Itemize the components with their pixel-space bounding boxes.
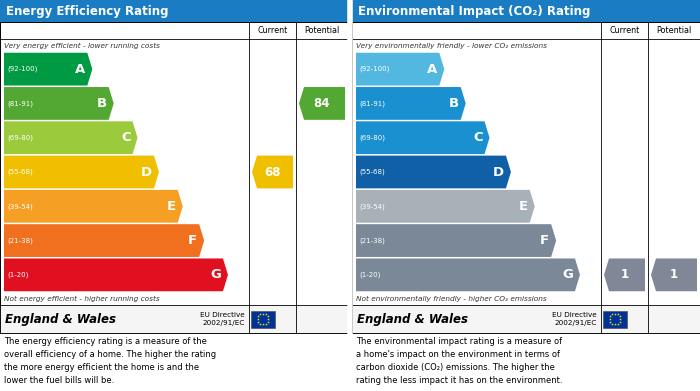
Text: Potential: Potential xyxy=(657,26,692,35)
Text: (69-80): (69-80) xyxy=(7,135,33,141)
Text: (92-100): (92-100) xyxy=(7,66,37,72)
Bar xyxy=(603,310,627,328)
Text: rating the less impact it has on the environment.: rating the less impact it has on the env… xyxy=(356,376,563,385)
Text: lower the fuel bills will be.: lower the fuel bills will be. xyxy=(4,376,114,385)
Text: (39-54): (39-54) xyxy=(359,203,385,210)
Bar xyxy=(0,22,348,333)
Text: E: E xyxy=(167,200,176,213)
Text: EU Directive
2002/91/EC: EU Directive 2002/91/EC xyxy=(200,312,245,326)
Text: Very energy efficient - lower running costs: Very energy efficient - lower running co… xyxy=(4,43,160,48)
Text: Energy Efficiency Rating: Energy Efficiency Rating xyxy=(6,5,169,18)
Text: EU Directive
2002/91/EC: EU Directive 2002/91/EC xyxy=(552,312,597,326)
Bar xyxy=(352,22,700,333)
Text: overall efficiency of a home. The higher the rating: overall efficiency of a home. The higher… xyxy=(4,350,216,359)
Text: carbon dioxide (CO₂) emissions. The higher the: carbon dioxide (CO₂) emissions. The high… xyxy=(356,363,555,372)
Text: Current: Current xyxy=(610,26,640,35)
Polygon shape xyxy=(4,53,92,86)
Text: (1-20): (1-20) xyxy=(359,272,380,278)
Polygon shape xyxy=(651,258,697,291)
Text: F: F xyxy=(540,234,550,247)
Text: Environmental Impact (CO₂) Rating: Environmental Impact (CO₂) Rating xyxy=(358,5,590,18)
Text: Potential: Potential xyxy=(304,26,340,35)
Text: a home's impact on the environment in terms of: a home's impact on the environment in te… xyxy=(356,350,560,359)
Text: G: G xyxy=(562,268,573,282)
Text: C: C xyxy=(473,131,482,144)
Text: Not energy efficient - higher running costs: Not energy efficient - higher running co… xyxy=(4,296,160,301)
Text: C: C xyxy=(121,131,130,144)
Polygon shape xyxy=(4,156,159,188)
Text: Not environmentally friendly - higher CO₂ emissions: Not environmentally friendly - higher CO… xyxy=(356,296,547,301)
Text: (92-100): (92-100) xyxy=(359,66,389,72)
Polygon shape xyxy=(356,258,580,291)
Polygon shape xyxy=(356,121,489,154)
Text: F: F xyxy=(188,234,197,247)
Polygon shape xyxy=(356,224,556,257)
Text: (69-80): (69-80) xyxy=(359,135,385,141)
Bar xyxy=(251,310,275,328)
Text: 84: 84 xyxy=(314,97,330,110)
Text: (21-38): (21-38) xyxy=(7,237,33,244)
Text: (81-91): (81-91) xyxy=(7,100,33,107)
Text: D: D xyxy=(141,165,152,179)
Polygon shape xyxy=(4,121,137,154)
Text: (39-54): (39-54) xyxy=(7,203,33,210)
Bar xyxy=(352,305,700,333)
Text: Current: Current xyxy=(258,26,288,35)
Text: 1: 1 xyxy=(670,268,678,282)
Text: The energy efficiency rating is a measure of the: The energy efficiency rating is a measur… xyxy=(4,337,207,346)
Polygon shape xyxy=(4,258,228,291)
Text: B: B xyxy=(449,97,458,110)
Polygon shape xyxy=(4,87,113,120)
Text: 1: 1 xyxy=(620,268,629,282)
Text: England & Wales: England & Wales xyxy=(357,312,468,325)
Polygon shape xyxy=(356,190,535,223)
Text: The environmental impact rating is a measure of: The environmental impact rating is a mea… xyxy=(356,337,562,346)
Text: (21-38): (21-38) xyxy=(359,237,385,244)
Text: 68: 68 xyxy=(265,165,281,179)
Text: A: A xyxy=(75,63,85,75)
Text: G: G xyxy=(210,268,221,282)
Text: the more energy efficient the home is and the: the more energy efficient the home is an… xyxy=(4,363,199,372)
Bar xyxy=(0,305,348,333)
Text: B: B xyxy=(97,97,106,110)
Text: A: A xyxy=(427,63,438,75)
Polygon shape xyxy=(4,224,204,257)
Polygon shape xyxy=(356,53,444,86)
Text: (55-68): (55-68) xyxy=(359,169,385,175)
Polygon shape xyxy=(356,156,511,188)
Bar xyxy=(0,0,348,22)
Polygon shape xyxy=(252,156,293,188)
Polygon shape xyxy=(4,190,183,223)
Polygon shape xyxy=(299,87,345,120)
Bar xyxy=(352,0,700,22)
Text: England & Wales: England & Wales xyxy=(5,312,116,325)
Text: D: D xyxy=(493,165,504,179)
Polygon shape xyxy=(604,258,645,291)
Text: (1-20): (1-20) xyxy=(7,272,29,278)
Text: E: E xyxy=(519,200,528,213)
Text: Very environmentally friendly - lower CO₂ emissions: Very environmentally friendly - lower CO… xyxy=(356,43,547,48)
Text: (55-68): (55-68) xyxy=(7,169,33,175)
Polygon shape xyxy=(356,87,466,120)
Text: (81-91): (81-91) xyxy=(359,100,385,107)
